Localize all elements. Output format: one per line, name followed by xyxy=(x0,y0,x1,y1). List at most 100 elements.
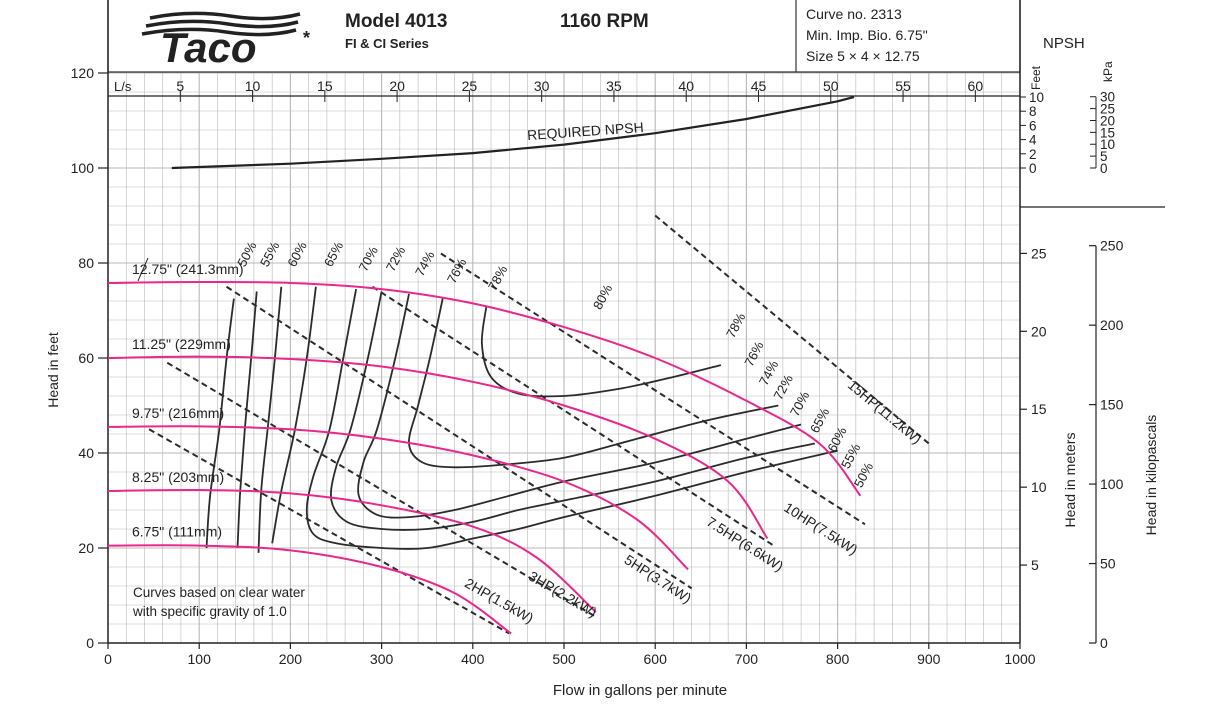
efficiency-label: 78% xyxy=(485,263,511,293)
brand-name: Taco xyxy=(160,24,256,71)
efficiency-label: 70% xyxy=(787,388,813,418)
npsh-kpa-unit: kPa xyxy=(1101,61,1115,82)
efficiency-label: 70% xyxy=(356,244,382,274)
efficiency-label: 55% xyxy=(257,239,283,269)
horsepower-line xyxy=(226,285,693,590)
y-tick-label: 80 xyxy=(78,255,94,271)
npsh-feet-tick-label: 4 xyxy=(1029,133,1037,148)
horsepower-line xyxy=(166,361,597,618)
ls-tick-label: 10 xyxy=(245,78,261,94)
efficiency-label: 65% xyxy=(321,239,347,269)
ls-unit-label: L/s xyxy=(114,79,132,94)
horsepower-label: 7.5HP(6.6kW) xyxy=(704,513,787,574)
horsepower-label: 10HP(7.5kW) xyxy=(781,499,860,558)
impeller-label: 12.75" (241.3mm) xyxy=(132,261,244,277)
impeller-curves xyxy=(107,280,862,635)
note-block: Curves based on clear water with specifi… xyxy=(132,585,305,619)
kpa-tick-label: 50 xyxy=(1100,556,1116,572)
efficiency-label: 76% xyxy=(444,255,470,285)
taco-logo: Taco * xyxy=(141,11,310,71)
npsh-kpa-tick-label: 30 xyxy=(1100,90,1115,105)
model-title: Model 4013 xyxy=(345,11,447,32)
ls-tick-label: 15 xyxy=(317,78,333,94)
ls-tick-label: 60 xyxy=(968,78,984,94)
curve-number: Curve no. 2313 xyxy=(806,6,902,22)
efficiency-contour xyxy=(236,291,258,549)
ls-tick-label: 40 xyxy=(678,78,694,94)
ls-tick-label: 30 xyxy=(534,78,550,94)
npsh-feet-tick-label: 10 xyxy=(1029,90,1044,105)
horsepower-line xyxy=(371,285,775,547)
brand-mark: * xyxy=(303,28,310,48)
horsepower-label: 15HP(11.2kW) xyxy=(845,377,925,447)
impeller-label: 6.75" (111mm) xyxy=(132,524,222,540)
x-tick-label: 500 xyxy=(552,651,576,667)
ls-tick-label: 25 xyxy=(462,78,478,94)
logo-stripe xyxy=(145,19,299,29)
kpa-tick-label: 200 xyxy=(1100,317,1124,333)
kpa-tick-label: 150 xyxy=(1100,397,1124,413)
efficiency-contour xyxy=(330,291,815,531)
efficiency-contour xyxy=(480,305,722,398)
efficiency-contour xyxy=(408,298,779,469)
horsepower-label: 3HP(2.2kW) xyxy=(526,568,600,621)
x-tick-label: 100 xyxy=(188,651,212,667)
plot-frame xyxy=(107,0,1165,644)
impeller-curve xyxy=(107,355,769,540)
required-npsh-line xyxy=(171,95,855,170)
npsh-feet-tick-label: 6 xyxy=(1029,118,1037,133)
efficiency-label: 60% xyxy=(284,239,310,269)
efficiency-label: 76% xyxy=(741,339,767,369)
efficiency-label: 80% xyxy=(590,282,616,312)
series-title: FI & CI Series xyxy=(345,36,429,51)
horsepower-lines xyxy=(148,214,930,635)
efficiency-contour xyxy=(305,288,838,550)
npsh-kpa-tick-label: 25 xyxy=(1100,102,1115,117)
x-tick-label: 600 xyxy=(644,651,668,667)
kpa-tick-label: 0 xyxy=(1100,635,1108,651)
efficiency-contours xyxy=(205,286,838,553)
pump-size: Size 5 × 4 × 12.75 xyxy=(806,48,920,64)
impeller-label: 8.25" (203mm) xyxy=(132,469,224,485)
x-tick-label: 700 xyxy=(735,651,759,667)
npsh-feet-unit: Feet xyxy=(1029,65,1043,90)
meters-axis-title: Head in meters xyxy=(1062,433,1078,528)
npsh-title: NPSH xyxy=(1043,35,1085,52)
efficiency-label: 65% xyxy=(807,405,833,435)
efficiency-label: 78% xyxy=(723,310,749,340)
impeller-curve xyxy=(107,488,597,613)
npsh-kpa-tick-label: 20 xyxy=(1100,113,1115,128)
ls-tick-label: 20 xyxy=(389,78,405,94)
npsh-feet-tick-label: 0 xyxy=(1029,161,1037,176)
y-axis-title: Head in feet xyxy=(45,332,61,408)
npsh-kpa-tick-label: 5 xyxy=(1100,149,1108,164)
logo-stripe xyxy=(149,11,301,21)
efficiency-contour xyxy=(357,293,802,519)
horsepower-line xyxy=(440,252,866,526)
chart-header: Taco * Model 4013 FI & CI Series 1160 RP… xyxy=(107,0,1115,90)
ls-tick-label: 55 xyxy=(895,78,911,94)
meters-tick-label: 5 xyxy=(1031,557,1039,573)
npsh-kpa-tick-label: 10 xyxy=(1100,137,1115,152)
efficiency-label: 72% xyxy=(383,244,409,274)
note-line-1: Curves based on clear water xyxy=(133,585,305,600)
ls-tick-label: 45 xyxy=(751,78,767,94)
min-impeller: Min. Imp. Bio. 6.75" xyxy=(806,27,928,43)
x-tick-label: 1000 xyxy=(1004,651,1035,667)
kpa-tick-label: 250 xyxy=(1100,238,1124,254)
efficiency-contour xyxy=(205,298,235,549)
x-tick-label: 0 xyxy=(104,651,112,667)
logo-stripe xyxy=(141,27,297,37)
note-line-2: with specific gravity of 1.0 xyxy=(132,604,287,619)
y-tick-label: 20 xyxy=(78,540,94,556)
x-tick-label: 400 xyxy=(461,651,485,667)
ls-tick-label: 35 xyxy=(606,78,622,94)
y-tick-label: 0 xyxy=(86,635,94,651)
y-tick-label: 100 xyxy=(71,160,95,176)
y-tick-label: 120 xyxy=(71,65,95,81)
y-tick-label: 60 xyxy=(78,350,94,366)
